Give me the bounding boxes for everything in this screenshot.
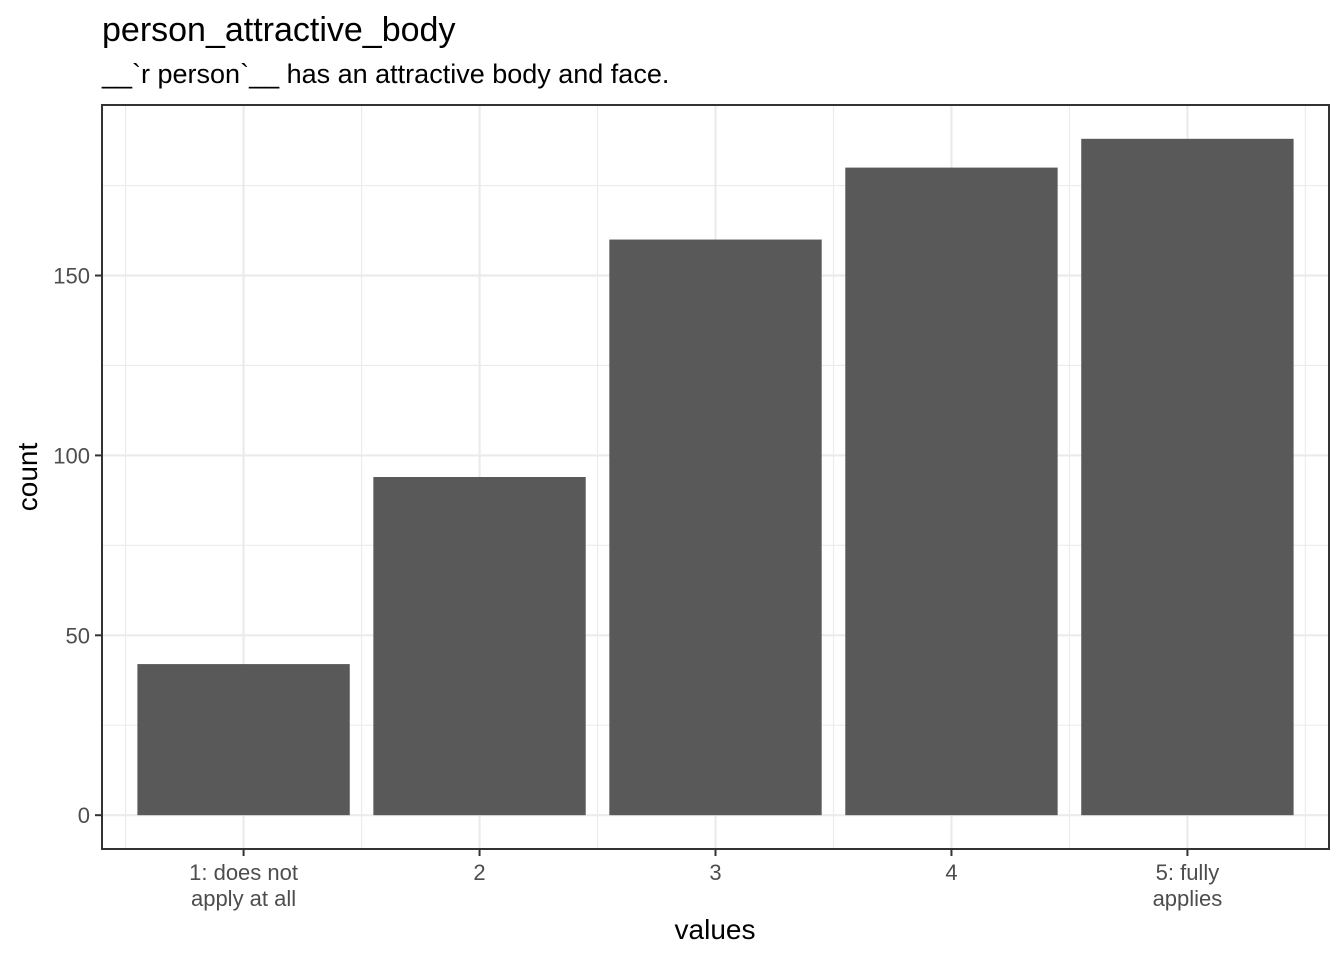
bars bbox=[137, 138, 1294, 816]
chart-title: person_attractive_body bbox=[102, 11, 455, 49]
y-tick-label: 50 bbox=[66, 623, 90, 648]
x-tick-label: 3 bbox=[709, 860, 721, 885]
y-tick-label: 0 bbox=[78, 803, 90, 828]
y-axis: 0 50 100 150 bbox=[53, 264, 102, 828]
x-axis-title: values bbox=[675, 914, 756, 945]
chart-subtitle: __`r person`__ has an attractive body an… bbox=[101, 59, 669, 89]
y-tick-label: 100 bbox=[53, 443, 90, 468]
bar bbox=[373, 477, 586, 816]
bar bbox=[845, 167, 1058, 816]
bar bbox=[137, 664, 350, 816]
x-tick-label: 4 bbox=[945, 860, 957, 885]
bar bbox=[1081, 138, 1294, 816]
x-tick-label: 1: does not apply at all bbox=[189, 860, 298, 911]
y-axis-title: count bbox=[12, 443, 43, 512]
x-tick-label: 2 bbox=[473, 860, 485, 885]
x-axis: 1: does not apply at all 2 3 4 5: fully applie… bbox=[189, 849, 1222, 911]
y-tick-label: 150 bbox=[53, 264, 90, 289]
x-tick-label: 5: fully applies bbox=[1153, 860, 1223, 911]
bar bbox=[609, 239, 822, 816]
